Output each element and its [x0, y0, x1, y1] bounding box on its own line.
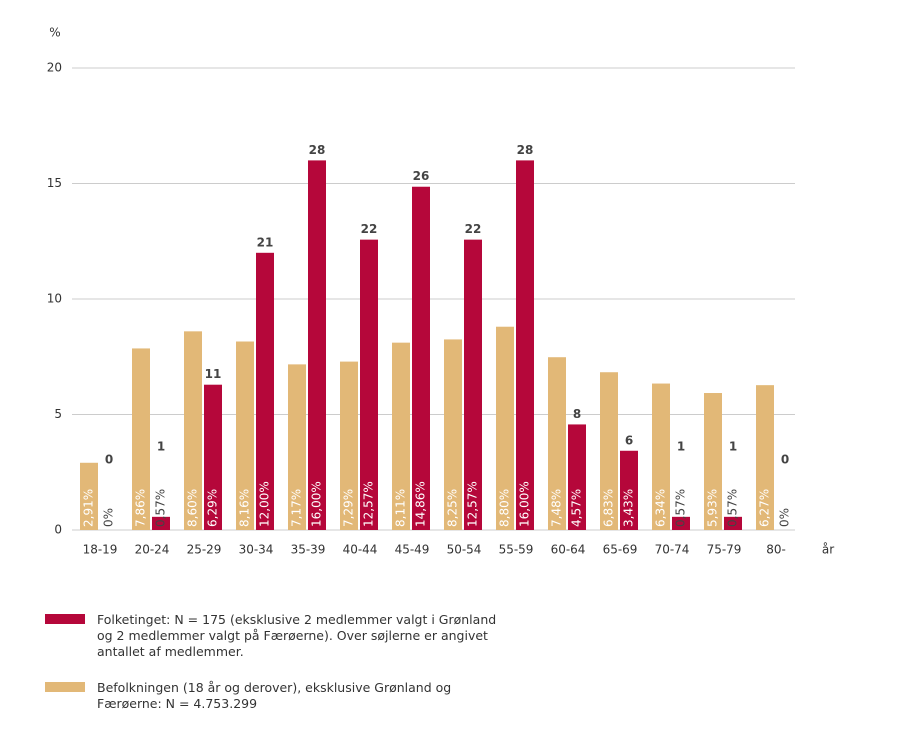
x-tick-label: 50-54	[447, 543, 482, 557]
x-tick-label: 40-44	[343, 543, 378, 557]
x-axis-label: år	[822, 543, 834, 557]
bar	[548, 357, 566, 530]
bar	[288, 364, 306, 530]
x-tick-label: 55-59	[499, 543, 534, 557]
x-tick-label: 35-39	[291, 543, 326, 557]
count-label: 11	[205, 367, 222, 381]
value-label: 0,57%	[726, 489, 740, 527]
bar	[412, 186, 430, 530]
count-label: 28	[517, 143, 534, 157]
value-label: 2,91%	[82, 489, 96, 527]
legend-text: Folketinget: N = 175 (eksklusive 2 medle…	[97, 612, 497, 659]
value-label: 7,86%	[134, 489, 148, 527]
bar	[132, 348, 150, 530]
value-label: 8,16%	[238, 489, 252, 527]
value-label: 4,57%	[570, 489, 584, 527]
x-tick-label: 18-19	[83, 543, 118, 557]
bar	[204, 384, 222, 530]
legend-item: Befolkningen (18 år og derover), eksklus…	[45, 680, 505, 712]
value-label: 0,57%	[154, 489, 168, 527]
bar	[236, 341, 254, 530]
count-label: 8	[573, 407, 581, 421]
value-label: 6,83%	[602, 489, 616, 527]
value-label: 0%	[778, 508, 792, 527]
value-label: 0%	[102, 508, 116, 527]
bar	[620, 450, 638, 530]
count-label: 28	[309, 143, 326, 157]
bar	[184, 331, 202, 530]
value-label: 7,17%	[290, 489, 304, 527]
count-label: 0	[105, 453, 113, 467]
bar	[516, 160, 534, 530]
value-label: 6,27%	[758, 489, 772, 527]
y-tick-label: 5	[54, 407, 62, 421]
legend-item: Folketinget: N = 175 (eksklusive 2 medle…	[45, 612, 505, 660]
legend-swatch	[45, 682, 85, 692]
bar	[80, 462, 98, 530]
legend-text: Befolkningen (18 år og derover), eksklus…	[97, 680, 452, 711]
x-tick-label: 25-29	[187, 543, 222, 557]
bar	[568, 424, 586, 530]
value-label: 16,00%	[310, 481, 324, 527]
x-tick-label: 80-	[766, 543, 786, 557]
count-label: 1	[157, 439, 165, 453]
bar	[652, 383, 670, 530]
value-label: 7,48%	[550, 489, 564, 527]
value-label: 8,25%	[446, 489, 460, 527]
bar	[444, 339, 462, 530]
y-tick-label: 0	[54, 523, 62, 537]
bar	[724, 516, 742, 530]
count-label: 22	[465, 222, 482, 236]
x-tick-label: 65-69	[603, 543, 638, 557]
x-tick-label: 30-34	[239, 543, 274, 557]
value-label: 3,43%	[622, 489, 636, 527]
bar	[600, 372, 618, 530]
x-tick-label: 45-49	[395, 543, 430, 557]
value-label: 7,29%	[342, 489, 356, 527]
x-tick-label: 60-64	[551, 543, 586, 557]
bar	[672, 516, 690, 530]
value-label: 8,80%	[498, 489, 512, 527]
bar	[496, 326, 514, 530]
y-tick-label: 10	[47, 292, 62, 306]
value-label: 8,60%	[186, 489, 200, 527]
bar	[392, 342, 410, 530]
bar	[360, 239, 378, 530]
value-label: 12,00%	[258, 481, 272, 527]
count-label: 1	[677, 439, 685, 453]
count-label: 22	[361, 222, 378, 236]
value-label: 6,34%	[654, 489, 668, 527]
bar	[704, 393, 722, 530]
value-label: 8,11%	[394, 489, 408, 527]
x-tick-label: 70-74	[655, 543, 690, 557]
count-label: 21	[257, 235, 274, 249]
x-tick-label: 20-24	[135, 543, 170, 557]
count-label: 1	[729, 439, 737, 453]
value-label: 6,29%	[206, 489, 220, 527]
count-label: 6	[625, 433, 633, 447]
bar	[756, 385, 774, 530]
count-label: 26	[413, 169, 430, 183]
value-label: 16,00%	[518, 481, 532, 527]
y-tick-label: 20	[47, 61, 62, 75]
bar	[464, 239, 482, 530]
legend-swatch	[45, 614, 85, 624]
x-tick-label: 75-79	[707, 543, 742, 557]
bar	[340, 361, 358, 530]
y-tick-label: 15	[47, 176, 62, 190]
chart: % år 0510152018-190%02,91%20-240,57%17,8…	[47, 26, 834, 557]
value-label: 12,57%	[362, 481, 376, 527]
value-label: 5,93%	[706, 489, 720, 527]
value-label: 14,86%	[414, 481, 428, 527]
count-label: 0	[781, 453, 789, 467]
value-label: 12,57%	[466, 481, 480, 527]
bar	[308, 160, 326, 530]
y-axis-label: %	[49, 26, 60, 40]
value-label: 0,57%	[674, 489, 688, 527]
bar	[256, 252, 274, 531]
bar	[152, 516, 170, 530]
